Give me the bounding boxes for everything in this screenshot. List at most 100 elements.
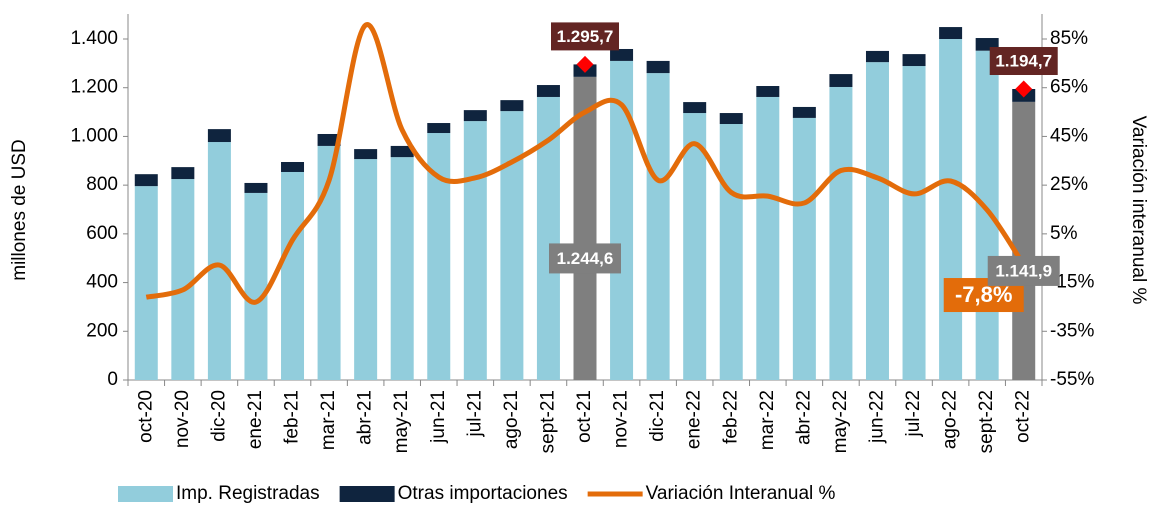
x-tick-label: jun-22 — [866, 390, 887, 444]
x-tick-label: jun-21 — [428, 390, 449, 444]
y2-tick-label: 25% — [1050, 174, 1088, 195]
y2-tick-label: 5% — [1050, 223, 1078, 244]
x-tick-label: jul-22 — [903, 390, 924, 437]
bar-segment — [902, 66, 926, 380]
bar-segment — [281, 162, 305, 172]
y-tick-label: 1.000 — [70, 125, 118, 146]
x-tick-label: ago-22 — [940, 390, 961, 449]
line-value-label: -7,8% — [955, 282, 1012, 307]
x-tick-label: feb-22 — [720, 390, 741, 444]
bar-segment — [719, 124, 743, 380]
x-tick-label: mar-21 — [318, 390, 339, 450]
annotation-box — [551, 22, 619, 51]
bar-segment — [646, 60, 670, 74]
y2-axis-label: Variación interanual % — [1128, 116, 1149, 305]
x-tick-label: oct-20 — [135, 390, 156, 443]
bar-value-label: 1.141,9 — [995, 261, 1052, 280]
y-tick-label: 600 — [86, 223, 118, 244]
bar-segment — [683, 113, 707, 380]
bar-segment — [756, 96, 780, 380]
bar-segment — [865, 62, 889, 381]
bar-segment — [573, 76, 597, 380]
annotation-label: 1.295,7 — [557, 27, 614, 46]
bar-segment — [902, 54, 926, 67]
bar-segment — [390, 157, 414, 380]
bar-segment — [500, 111, 524, 381]
x-tick-label: sept-21 — [537, 390, 558, 453]
annotation-marker — [576, 55, 594, 73]
bar-segment — [207, 142, 231, 380]
x-tick-label: oct-21 — [574, 390, 595, 443]
line-series — [145, 22, 1026, 305]
bar-segment — [134, 186, 158, 380]
bar-segment — [610, 48, 634, 61]
bar-segment — [134, 174, 158, 187]
bar-segment — [719, 113, 743, 125]
bar-segment — [244, 182, 268, 193]
x-tick-label: abr-22 — [793, 390, 814, 445]
bar-segment — [939, 39, 963, 380]
bar-segment — [646, 73, 670, 380]
y-tick-label: 1.400 — [70, 28, 118, 49]
legend-swatch — [339, 486, 395, 502]
y-tick-label: 800 — [86, 174, 118, 195]
x-tick-label: ene-21 — [245, 390, 266, 449]
y2-tick-label: -15% — [1050, 272, 1094, 293]
x-tick-label: sept-22 — [976, 390, 997, 453]
bar-segment — [171, 179, 195, 380]
y2-tick-label: -35% — [1050, 320, 1094, 341]
x-tick-label: dic-20 — [208, 390, 229, 442]
bar-value-label: 1.244,6 — [557, 249, 614, 268]
y-tick-label: 200 — [86, 320, 118, 341]
x-tick-label: jul-21 — [464, 390, 485, 437]
x-tick-label: ago-21 — [501, 390, 522, 449]
x-tick-label: oct-22 — [1013, 390, 1034, 443]
bar-segment — [207, 129, 231, 143]
annotation-label: 1.194,7 — [995, 51, 1052, 70]
legend-swatch — [118, 486, 173, 502]
bar-segment — [354, 149, 378, 160]
bar-segment — [865, 50, 889, 63]
bar-segment — [281, 171, 305, 380]
bar-segment — [975, 50, 999, 380]
bar-segment — [354, 159, 378, 380]
x-tick-label: may-21 — [391, 390, 412, 453]
bar-segment — [500, 100, 524, 112]
bar-segment — [317, 133, 341, 146]
bar-segment — [463, 110, 487, 122]
bar-segment — [171, 167, 195, 180]
bar-segment — [792, 117, 816, 380]
x-tick-label: dic-21 — [647, 390, 668, 442]
x-tick-label: nov-21 — [611, 390, 632, 448]
x-tick-label: feb-21 — [282, 390, 303, 444]
bar-segment — [683, 102, 707, 114]
value-label-box — [987, 255, 1060, 286]
bar-segment — [829, 86, 853, 380]
bar-segment — [1012, 101, 1036, 380]
bar-segment — [792, 106, 816, 118]
x-tick-label: abr-21 — [355, 390, 376, 445]
bar-segment — [244, 192, 268, 380]
y2-tick-label: 85% — [1050, 28, 1088, 49]
bar-segment — [610, 60, 634, 381]
legend-label: Otras importaciones — [398, 483, 568, 504]
bar-segment — [536, 85, 560, 97]
x-tick-label: mar-22 — [757, 390, 778, 450]
x-tick-label: may-22 — [830, 390, 851, 453]
value-label-box — [549, 243, 621, 274]
bar-segment — [536, 96, 560, 380]
bar-segment — [390, 145, 414, 158]
y-tick-label: 400 — [86, 272, 118, 293]
y-tick-label: 0 — [107, 369, 118, 390]
annotation-box — [989, 47, 1058, 76]
y-tick-label: 1.200 — [70, 77, 118, 98]
y-axis-label: millones de USD — [9, 139, 30, 281]
bar-segment — [939, 27, 963, 39]
y2-tick-label: 45% — [1050, 125, 1088, 146]
y2-tick-label: -55% — [1050, 369, 1094, 390]
bar-segment — [317, 145, 341, 380]
bar-segment — [829, 74, 853, 87]
bar-segment — [427, 123, 451, 134]
x-tick-label: ene-22 — [684, 390, 705, 449]
